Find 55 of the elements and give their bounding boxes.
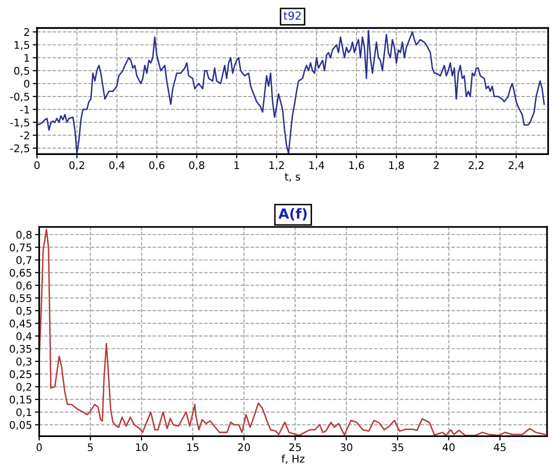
x-axis-title: f, Hz [282, 454, 304, 464]
chart-title: t92 [284, 11, 301, 20]
x-tick-label: 1,6 [349, 161, 364, 170]
y-tick-label: 0,8 [16, 230, 32, 240]
y-tick-label: -2 [20, 131, 29, 140]
y-tick-label: 0,3 [16, 358, 32, 367]
x-tick-label: 1 [234, 161, 240, 169]
x-tick-label: 40 [442, 443, 455, 452]
x-tick-label: 1,2 [269, 161, 284, 170]
y-tick-label: 0,6 [16, 282, 32, 290]
y-tick-label: 0,1 [16, 408, 32, 418]
x-tick-label: 0,4 [109, 161, 125, 170]
x-tick-label: 0,8 [189, 161, 204, 170]
x-tick-label: 35 [392, 443, 404, 452]
line-series [39, 228, 546, 436]
x-tick-label: 0 [36, 443, 42, 452]
x-tick-label: 0,2 [69, 161, 84, 170]
y-tick-label: -0,5 [10, 92, 30, 102]
y-tick-label: -2,5 [10, 144, 30, 154]
y-tick-label: 0,4 [16, 332, 32, 342]
y-tick-label: 0,65 [10, 268, 32, 278]
y-tick-label: 0,35 [10, 344, 32, 354]
y-tick-label: 0,15 [10, 396, 32, 405]
x-tick-label: 1,8 [389, 161, 404, 170]
x-axis-title: t, s [284, 173, 300, 182]
y-tick-label: 1 [24, 54, 30, 62]
y-tick-label: 0,5 [14, 66, 30, 76]
x-tick-label: 5 [88, 443, 93, 452]
y-tick-label: 0,55 [10, 294, 32, 304]
x-tick-label: 30 [340, 443, 352, 452]
x-tick-label: 2,4 [508, 161, 524, 170]
y-tick-label: 2 [24, 28, 29, 36]
y-tick-label: -1 [20, 106, 30, 114]
y-tick-label: 1,5 [14, 41, 30, 50]
x-tick-label: 2,2 [468, 161, 484, 170]
x-tick-label: 45 [494, 443, 506, 452]
line-series [36, 30, 545, 154]
x-tick-label: 2 [434, 161, 439, 169]
y-tick-label: 0,2 [16, 382, 32, 392]
y-tick-label: 0,25 [10, 370, 32, 380]
chart-title: A(f) [278, 208, 307, 220]
y-tick-label: 0,45 [10, 320, 32, 328]
y-tick-label: 0 [24, 80, 30, 88]
x-tick-label: 0,6 [149, 161, 164, 170]
y-tick-label: 0,05 [10, 420, 32, 430]
x-tick-label: 10 [136, 443, 148, 452]
x-tick-label: 0 [34, 161, 40, 170]
x-tick-label: 15 [187, 443, 198, 452]
y-tick-label: 0,7 [16, 256, 32, 266]
x-tick-label: 20 [238, 443, 250, 452]
y-tick-label: 0,75 [10, 243, 32, 252]
x-tick-label: 25 [289, 443, 301, 452]
y-tick-label: 0,5 [16, 306, 32, 316]
y-tick-label: -1,5 [10, 118, 30, 128]
x-tick-label: 1,4 [309, 161, 324, 170]
